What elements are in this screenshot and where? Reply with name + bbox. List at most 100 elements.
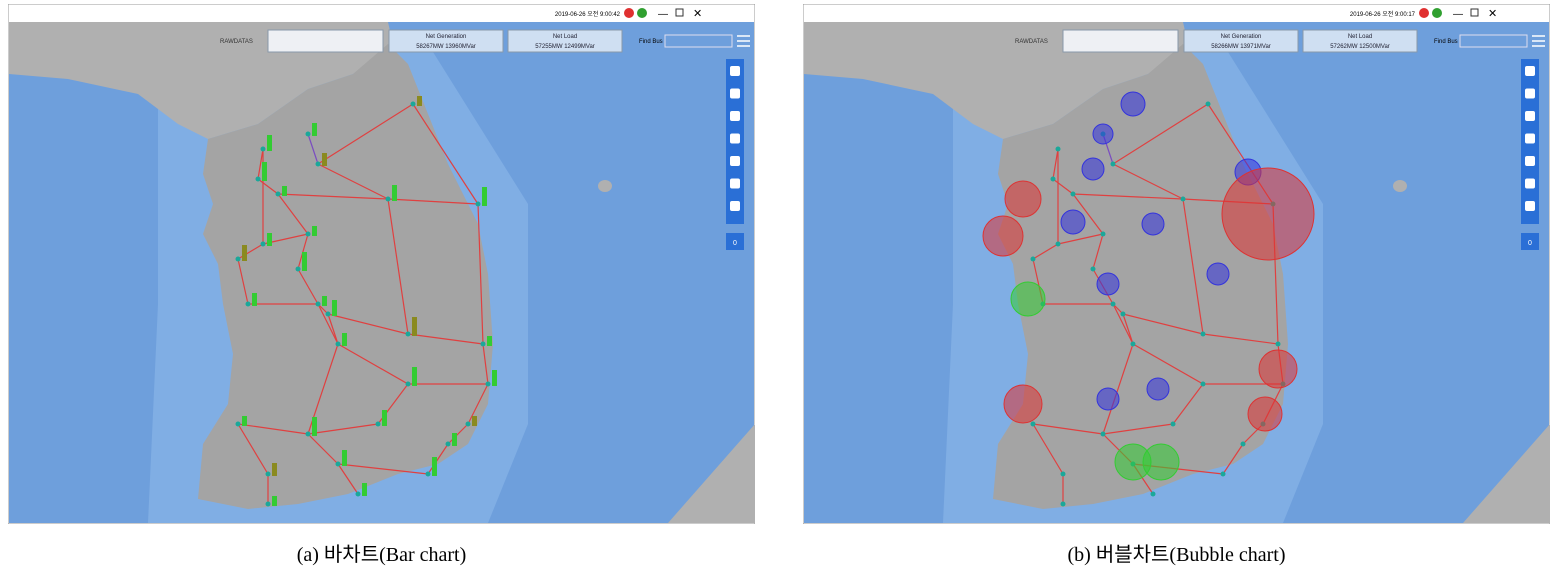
summary-label: Net Load xyxy=(553,34,577,40)
toolbar-button[interactable] xyxy=(1525,133,1535,144)
close: ✕ xyxy=(1488,8,1497,20)
bus-node xyxy=(260,241,266,247)
bus-node xyxy=(265,501,271,507)
bus-bar xyxy=(272,496,277,506)
power-line xyxy=(447,423,469,445)
toolbar-button[interactable] xyxy=(1525,88,1535,99)
toolbar-button[interactable] xyxy=(1525,178,1535,189)
bus-bar xyxy=(482,187,487,206)
summary-value: 57262MW 12500MVar xyxy=(1330,44,1390,50)
bus-bar xyxy=(242,416,247,426)
power-line xyxy=(327,313,339,345)
find-bus-input[interactable] xyxy=(664,34,733,48)
power-line xyxy=(277,193,309,235)
bubble xyxy=(1146,377,1170,401)
toolbar-button[interactable] xyxy=(1525,156,1535,166)
power-line xyxy=(337,463,429,475)
power-line xyxy=(477,203,484,345)
bus-node xyxy=(1055,146,1061,152)
minimize: — xyxy=(1453,9,1463,20)
power-line xyxy=(1102,423,1174,435)
minimize: — xyxy=(658,9,668,20)
bus-bar xyxy=(412,317,417,336)
find-bus-label: Find Bus xyxy=(1434,39,1458,45)
bus-bar xyxy=(472,416,477,426)
power-line xyxy=(407,333,484,345)
bus-node xyxy=(1110,301,1116,307)
bus-node xyxy=(295,266,301,272)
bus-bar xyxy=(312,226,317,236)
maximize[interactable] xyxy=(675,8,684,17)
power-line xyxy=(1222,443,1244,475)
power-line xyxy=(387,198,479,205)
toolbar-button[interactable] xyxy=(730,156,740,166)
bubble xyxy=(1060,209,1086,235)
bus-bar xyxy=(267,233,272,246)
bus-node xyxy=(1030,256,1036,262)
power-line xyxy=(1112,303,1134,345)
power-line xyxy=(297,268,319,305)
bus-node xyxy=(275,191,281,197)
toolbar-button[interactable] xyxy=(1525,201,1535,211)
summary-label: Net Generation xyxy=(426,34,467,40)
bus-node xyxy=(1120,311,1126,317)
badge-count: 0 xyxy=(1528,240,1532,247)
bus-node xyxy=(260,146,266,152)
power-line xyxy=(1122,313,1204,335)
find-bus-label: Find Bus xyxy=(639,39,663,45)
power-line xyxy=(1132,343,1204,385)
bus-node xyxy=(1275,341,1281,347)
rawdatas-box xyxy=(267,29,384,53)
bus-node xyxy=(315,301,321,307)
power-line xyxy=(1072,193,1104,235)
bus-node xyxy=(1130,341,1136,347)
toolbar-button[interactable] xyxy=(730,88,740,99)
caption: (b) 버블차트(Bubble chart) xyxy=(1067,544,1286,566)
toolbar-button[interactable] xyxy=(730,178,740,189)
bus-node xyxy=(305,231,311,237)
power-line xyxy=(482,343,489,385)
power-line xyxy=(1032,423,1064,475)
toolbar-button[interactable] xyxy=(730,111,740,121)
bus-bar xyxy=(362,483,367,496)
power-line xyxy=(1072,193,1184,200)
power-line xyxy=(257,178,279,195)
power-line xyxy=(337,343,409,385)
bubble xyxy=(982,215,1024,257)
bus-bar xyxy=(332,300,337,316)
bus-node xyxy=(385,196,391,202)
power-line xyxy=(1102,343,1134,435)
find-bus-input[interactable] xyxy=(1459,34,1528,48)
summary-value: 58266MW 13971MVar xyxy=(1211,44,1271,50)
bus-node xyxy=(475,201,481,207)
bus-bar xyxy=(392,185,397,201)
power-line xyxy=(1032,243,1059,260)
badge xyxy=(1521,233,1539,250)
bus-node xyxy=(1150,491,1156,497)
bus-node xyxy=(1200,331,1206,337)
power-line xyxy=(327,313,409,335)
maximize[interactable] xyxy=(1470,8,1479,17)
bubble xyxy=(1120,91,1146,117)
summary-label: Net Generation xyxy=(1221,34,1262,40)
toolbar-button[interactable] xyxy=(730,133,740,144)
bus-node xyxy=(1205,101,1211,107)
power-line xyxy=(237,258,249,305)
bubble xyxy=(1010,281,1046,317)
timestamp: 2019-06-26 오전 9:00:17 xyxy=(1350,10,1416,18)
bus-bar xyxy=(417,96,422,106)
bubble xyxy=(1081,157,1105,181)
toolbar-button[interactable] xyxy=(1525,66,1535,76)
power-line xyxy=(1112,103,1209,165)
power-line xyxy=(1122,313,1134,345)
summary-box xyxy=(507,29,623,53)
bus-node xyxy=(255,176,261,182)
toolbar-button[interactable] xyxy=(730,201,740,211)
bus-node xyxy=(1050,176,1056,182)
power-line xyxy=(317,303,339,345)
bus-node xyxy=(325,311,331,317)
toolbar-button[interactable] xyxy=(1525,111,1535,121)
bus-node xyxy=(1060,501,1066,507)
toolbar-button[interactable] xyxy=(730,66,740,76)
power-line xyxy=(307,433,339,465)
